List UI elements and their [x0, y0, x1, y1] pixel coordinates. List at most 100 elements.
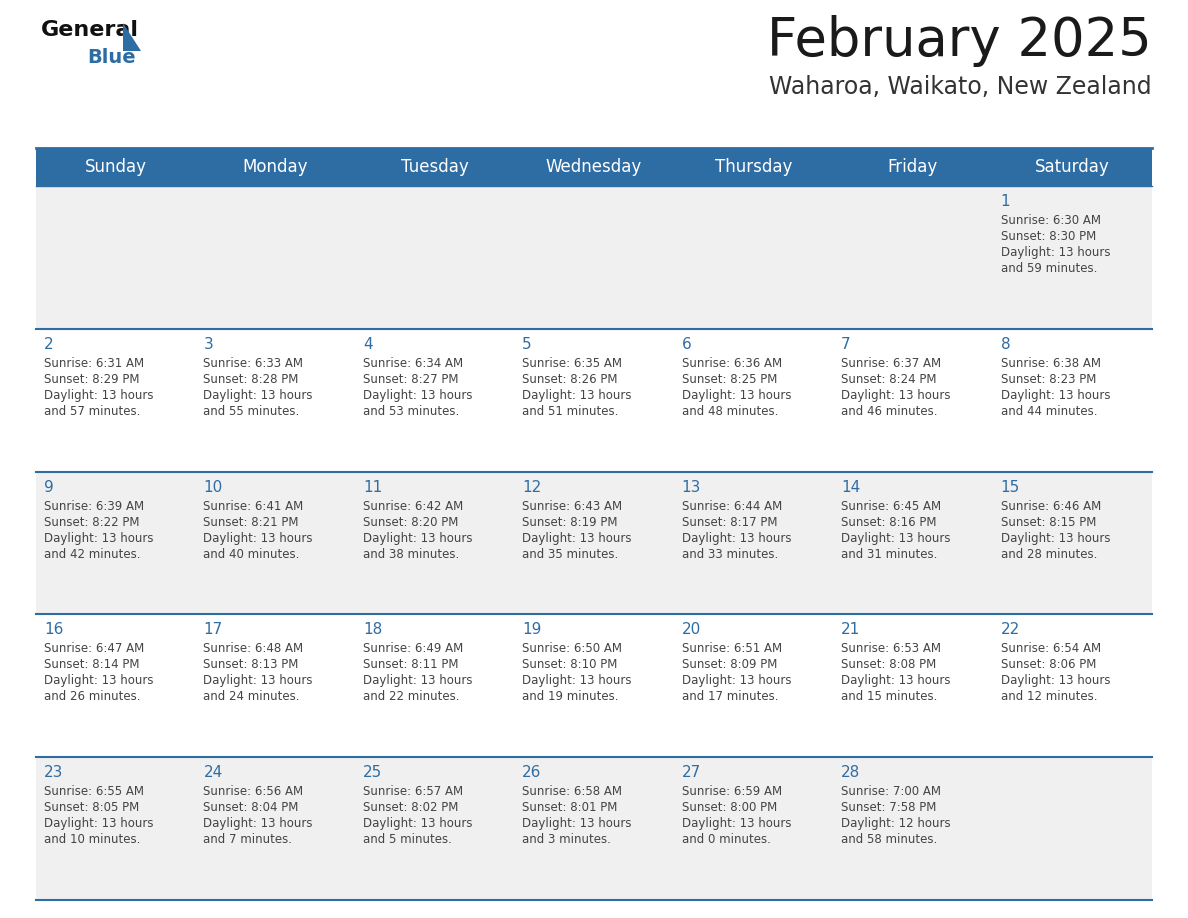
Text: Daylight: 13 hours: Daylight: 13 hours — [682, 675, 791, 688]
Text: 1: 1 — [1000, 194, 1010, 209]
Bar — [36, 329, 1152, 472]
Text: 20: 20 — [682, 622, 701, 637]
Text: Sunset: 8:28 PM: Sunset: 8:28 PM — [203, 373, 299, 386]
Text: Sunrise: 6:44 AM: Sunrise: 6:44 AM — [682, 499, 782, 512]
Text: Sunrise: 6:47 AM: Sunrise: 6:47 AM — [44, 643, 144, 655]
Text: Daylight: 13 hours: Daylight: 13 hours — [523, 389, 632, 402]
Text: Daylight: 13 hours: Daylight: 13 hours — [362, 532, 473, 544]
Text: Sunrise: 6:30 AM: Sunrise: 6:30 AM — [1000, 214, 1100, 227]
Text: 26: 26 — [523, 766, 542, 780]
Text: Sunset: 8:01 PM: Sunset: 8:01 PM — [523, 801, 618, 814]
Text: and 0 minutes.: and 0 minutes. — [682, 834, 771, 846]
Text: and 35 minutes.: and 35 minutes. — [523, 548, 619, 561]
Text: and 33 minutes.: and 33 minutes. — [682, 548, 778, 561]
Text: Sunrise: 6:57 AM: Sunrise: 6:57 AM — [362, 785, 463, 798]
Text: Sunrise: 6:50 AM: Sunrise: 6:50 AM — [523, 643, 623, 655]
Text: Daylight: 13 hours: Daylight: 13 hours — [1000, 532, 1110, 544]
Text: 16: 16 — [44, 622, 63, 637]
Text: and 17 minutes.: and 17 minutes. — [682, 690, 778, 703]
Text: Tuesday: Tuesday — [400, 158, 468, 176]
Text: and 38 minutes.: and 38 minutes. — [362, 548, 459, 561]
Text: Sunset: 8:22 PM: Sunset: 8:22 PM — [44, 516, 139, 529]
Text: Sunset: 8:05 PM: Sunset: 8:05 PM — [44, 801, 139, 814]
Text: Sunrise: 6:54 AM: Sunrise: 6:54 AM — [1000, 643, 1101, 655]
Text: Daylight: 13 hours: Daylight: 13 hours — [841, 675, 950, 688]
Text: Sunrise: 6:59 AM: Sunrise: 6:59 AM — [682, 785, 782, 798]
Text: and 46 minutes.: and 46 minutes. — [841, 405, 937, 418]
Text: 4: 4 — [362, 337, 373, 352]
Text: and 5 minutes.: and 5 minutes. — [362, 834, 451, 846]
Text: 7: 7 — [841, 337, 851, 352]
Text: Sunrise: 6:56 AM: Sunrise: 6:56 AM — [203, 785, 304, 798]
Text: 12: 12 — [523, 479, 542, 495]
Text: Thursday: Thursday — [715, 158, 792, 176]
Text: Daylight: 13 hours: Daylight: 13 hours — [362, 817, 473, 830]
Text: Daylight: 13 hours: Daylight: 13 hours — [44, 675, 153, 688]
Text: Sunset: 8:16 PM: Sunset: 8:16 PM — [841, 516, 936, 529]
Text: Sunrise: 6:33 AM: Sunrise: 6:33 AM — [203, 357, 303, 370]
Text: 19: 19 — [523, 622, 542, 637]
Text: Sunset: 8:17 PM: Sunset: 8:17 PM — [682, 516, 777, 529]
Text: Sunrise: 6:42 AM: Sunrise: 6:42 AM — [362, 499, 463, 512]
Text: February 2025: February 2025 — [767, 15, 1152, 67]
Text: Daylight: 13 hours: Daylight: 13 hours — [523, 675, 632, 688]
Text: Sunset: 8:15 PM: Sunset: 8:15 PM — [1000, 516, 1097, 529]
Text: Waharoa, Waikato, New Zealand: Waharoa, Waikato, New Zealand — [770, 75, 1152, 99]
Text: Sunrise: 6:46 AM: Sunrise: 6:46 AM — [1000, 499, 1101, 512]
Text: Sunset: 8:06 PM: Sunset: 8:06 PM — [1000, 658, 1097, 671]
Text: 9: 9 — [44, 479, 53, 495]
Text: Daylight: 13 hours: Daylight: 13 hours — [203, 675, 312, 688]
Text: 2: 2 — [44, 337, 53, 352]
Text: Sunset: 8:25 PM: Sunset: 8:25 PM — [682, 373, 777, 386]
Text: Daylight: 13 hours: Daylight: 13 hours — [523, 817, 632, 830]
Text: 14: 14 — [841, 479, 860, 495]
Text: Daylight: 12 hours: Daylight: 12 hours — [841, 817, 950, 830]
Text: Sunset: 8:09 PM: Sunset: 8:09 PM — [682, 658, 777, 671]
Text: Sunset: 8:29 PM: Sunset: 8:29 PM — [44, 373, 139, 386]
Text: Sunrise: 6:35 AM: Sunrise: 6:35 AM — [523, 357, 623, 370]
Text: 8: 8 — [1000, 337, 1010, 352]
Text: and 55 minutes.: and 55 minutes. — [203, 405, 299, 418]
Text: and 59 minutes.: and 59 minutes. — [1000, 262, 1097, 275]
Text: Blue: Blue — [87, 48, 135, 67]
Text: Sunset: 8:02 PM: Sunset: 8:02 PM — [362, 801, 459, 814]
Text: Daylight: 13 hours: Daylight: 13 hours — [1000, 246, 1110, 259]
Text: 6: 6 — [682, 337, 691, 352]
Text: Sunrise: 6:58 AM: Sunrise: 6:58 AM — [523, 785, 623, 798]
Text: Sunrise: 6:31 AM: Sunrise: 6:31 AM — [44, 357, 144, 370]
Text: Sunset: 8:00 PM: Sunset: 8:00 PM — [682, 801, 777, 814]
Text: Sunrise: 6:55 AM: Sunrise: 6:55 AM — [44, 785, 144, 798]
Text: and 28 minutes.: and 28 minutes. — [1000, 548, 1097, 561]
Text: 27: 27 — [682, 766, 701, 780]
Text: Daylight: 13 hours: Daylight: 13 hours — [44, 532, 153, 544]
Text: Daylight: 13 hours: Daylight: 13 hours — [44, 389, 153, 402]
Text: and 10 minutes.: and 10 minutes. — [44, 834, 140, 846]
Text: 10: 10 — [203, 479, 222, 495]
Text: Sunset: 8:19 PM: Sunset: 8:19 PM — [523, 516, 618, 529]
Text: Daylight: 13 hours: Daylight: 13 hours — [1000, 675, 1110, 688]
Text: 21: 21 — [841, 622, 860, 637]
Text: Sunrise: 6:34 AM: Sunrise: 6:34 AM — [362, 357, 463, 370]
Text: Daylight: 13 hours: Daylight: 13 hours — [682, 389, 791, 402]
Text: Sunrise: 6:37 AM: Sunrise: 6:37 AM — [841, 357, 941, 370]
Text: and 40 minutes.: and 40 minutes. — [203, 548, 299, 561]
Text: 23: 23 — [44, 766, 63, 780]
Text: Sunset: 8:14 PM: Sunset: 8:14 PM — [44, 658, 139, 671]
Text: Sunrise: 6:45 AM: Sunrise: 6:45 AM — [841, 499, 941, 512]
Text: Saturday: Saturday — [1035, 158, 1110, 176]
Text: and 12 minutes.: and 12 minutes. — [1000, 690, 1097, 703]
Text: 5: 5 — [523, 337, 532, 352]
Text: and 24 minutes.: and 24 minutes. — [203, 690, 299, 703]
Text: Friday: Friday — [887, 158, 939, 176]
Text: and 26 minutes.: and 26 minutes. — [44, 690, 140, 703]
Polygon shape — [124, 23, 141, 51]
Text: Daylight: 13 hours: Daylight: 13 hours — [523, 532, 632, 544]
Text: Sunset: 8:10 PM: Sunset: 8:10 PM — [523, 658, 618, 671]
Bar — [36, 186, 1152, 329]
Text: and 19 minutes.: and 19 minutes. — [523, 690, 619, 703]
Text: Sunrise: 7:00 AM: Sunrise: 7:00 AM — [841, 785, 941, 798]
Text: and 58 minutes.: and 58 minutes. — [841, 834, 937, 846]
Text: Daylight: 13 hours: Daylight: 13 hours — [203, 532, 312, 544]
Text: 28: 28 — [841, 766, 860, 780]
Text: 17: 17 — [203, 622, 222, 637]
